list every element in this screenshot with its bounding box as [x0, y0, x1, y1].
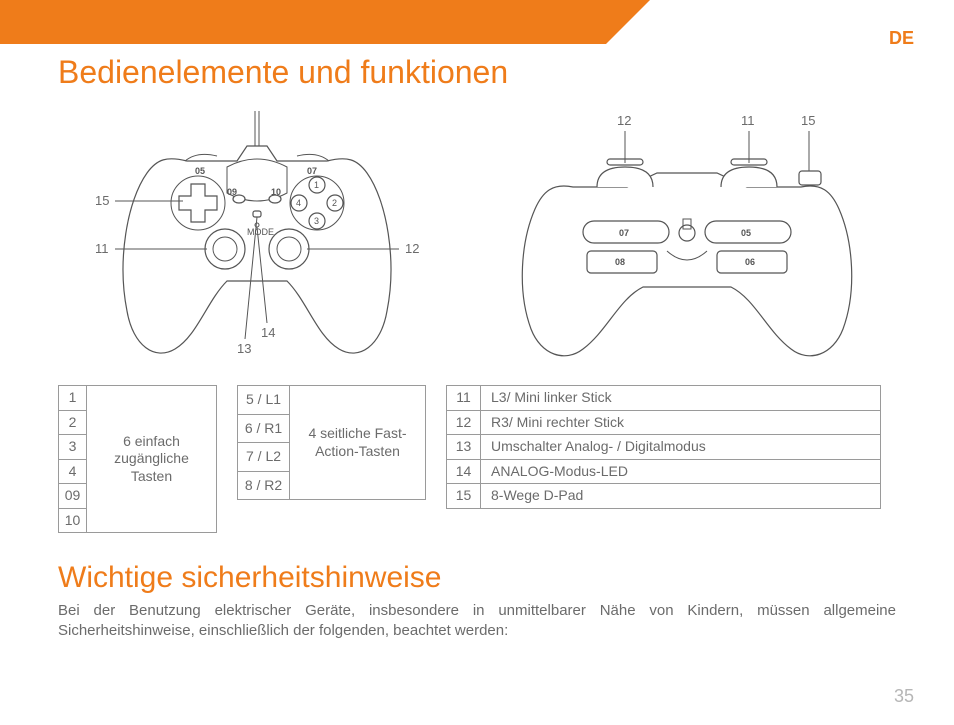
table-legend: 11L3/ Mini linker Stick 12R3/ Mini recht…: [446, 385, 881, 509]
table-easy-buttons: 1 6 einfach zugängliche Tasten 2 3 4 09 …: [58, 385, 217, 533]
face-btn-2: 2: [332, 198, 337, 208]
t3-n2: 13: [447, 435, 481, 460]
table-side-buttons: 5 / L1 4 seitliche Fast-Action-Tasten 6 …: [237, 385, 426, 500]
mode-label: MODE: [247, 227, 274, 237]
t2-r2: 7 / L2: [238, 443, 290, 472]
controller-front-diagram: 1 2 3 4 MODE 05 07: [67, 101, 447, 371]
back-label-07: 07: [619, 228, 629, 238]
t1-n0: 1: [59, 386, 87, 411]
face-btn-4: 4: [296, 198, 301, 208]
t1-n3: 4: [59, 459, 87, 484]
t3-d1: R3/ Mini rechter Stick: [481, 410, 881, 435]
t2-r1: 6 / R1: [238, 414, 290, 443]
label-07: 07: [307, 166, 317, 176]
diagrams-row: 1 2 3 4 MODE 05 07: [58, 101, 896, 371]
label-10: 10: [271, 187, 281, 197]
safety-paragraph: Bei der Benutzung elektrischer Geräte, i…: [58, 601, 896, 642]
t3-d0: L3/ Mini linker Stick: [481, 386, 881, 411]
t2-r3: 8 / R2: [238, 471, 290, 500]
face-btn-1: 1: [314, 180, 319, 190]
callout-12: 12: [405, 241, 419, 256]
callout-11: 11: [95, 241, 109, 256]
t3-n4: 15: [447, 484, 481, 509]
callout-15: 15: [95, 193, 109, 208]
face-btn-3: 3: [314, 216, 319, 226]
page-content: Bedienelemente und funktionen: [0, 0, 954, 642]
header-decoration: [0, 0, 954, 60]
back-callout-12: 12: [617, 113, 631, 128]
t3-d4: 8-Wege D-Pad: [481, 484, 881, 509]
t3-d3: ANALOG-Modus-LED: [481, 459, 881, 484]
tables-row: 1 6 einfach zugängliche Tasten 2 3 4 09 …: [58, 385, 896, 533]
back-label-06: 06: [745, 257, 755, 267]
back-callout-11: 11: [741, 113, 755, 128]
t1-desc: 6 einfach zugängliche Tasten: [87, 386, 217, 533]
controller-back-diagram: 07 05 08 06 12 11 15: [487, 101, 887, 371]
t1-n5: 10: [59, 508, 87, 533]
callout-13: 13: [237, 341, 251, 356]
label-05: 05: [195, 166, 205, 176]
t3-n1: 12: [447, 410, 481, 435]
t3-n3: 14: [447, 459, 481, 484]
heading-safety: Wichtige sicherheitshinweise: [58, 561, 896, 595]
t3-n0: 11: [447, 386, 481, 411]
t1-n2: 3: [59, 435, 87, 460]
back-callout-15: 15: [801, 113, 815, 128]
t3-d2: Umschalter Analog- / Digitalmodus: [481, 435, 881, 460]
callout-14: 14: [261, 325, 275, 340]
t1-n1: 2: [59, 410, 87, 435]
label-09: 09: [227, 187, 237, 197]
t2-r0: 5 / L1: [238, 386, 290, 415]
page-number: 35: [894, 686, 914, 707]
language-badge: DE: [889, 28, 914, 49]
t1-n4: 09: [59, 484, 87, 509]
t2-desc: 4 seitliche Fast-Action-Tasten: [290, 386, 426, 500]
back-label-08: 08: [615, 257, 625, 267]
back-label-05: 05: [741, 228, 751, 238]
